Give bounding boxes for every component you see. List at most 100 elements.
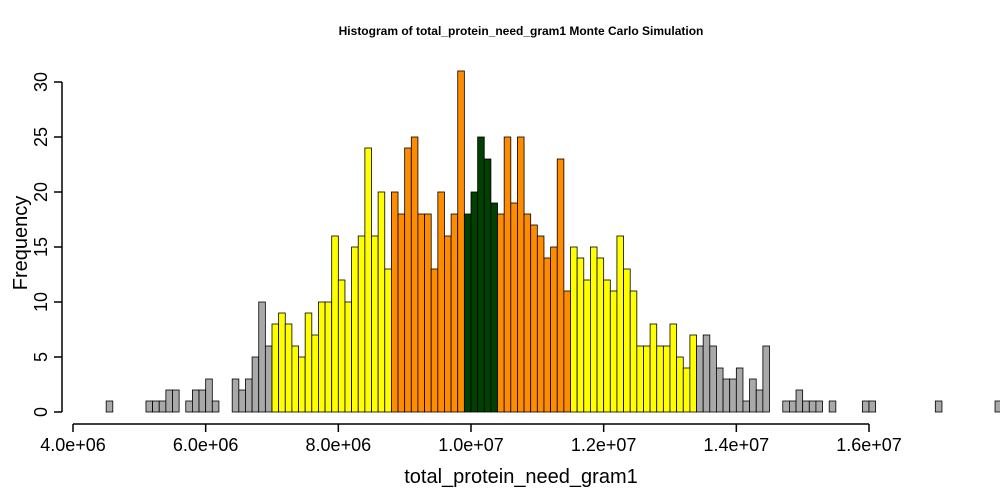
histogram-bar [245,378,253,413]
histogram-bar [749,378,757,413]
histogram-bar [231,378,240,413]
histogram-bar [191,389,200,413]
histogram-bar [861,400,870,413]
histogram-bar [716,367,724,413]
histogram-bar [397,213,406,413]
histogram-bar [278,312,286,413]
histogram-bar [344,301,353,413]
histogram-bar [689,334,697,413]
histogram-bar [629,290,638,413]
histogram-bar [364,147,372,413]
histogram-bar [609,290,618,413]
histogram-bars [105,70,1000,413]
histogram-bar [311,334,319,413]
histogram-bar [709,345,717,413]
histogram-bar [105,400,114,413]
histogram-bar [291,345,299,413]
histogram-bar [450,213,459,413]
histogram-bar [808,400,817,413]
histogram-bar [298,356,306,413]
histogram-bar [172,389,180,413]
y-tick-label: 20 [31,182,51,202]
histogram-bar [258,301,266,413]
histogram-bar [444,235,452,413]
histogram-bar [656,345,664,413]
y-tick-label: 0 [31,407,51,417]
histogram-bar [576,257,585,413]
x-tick-label: 1.0e+07 [438,435,504,455]
y-axis-label: Frequency [10,196,32,291]
histogram-bar [742,400,750,413]
histogram-bar [543,257,551,413]
histogram-bar [211,400,220,413]
y-tick-label: 25 [31,127,51,147]
histogram-bar [417,213,425,413]
x-tick-label: 6.0e+06 [173,435,239,455]
histogram-bar [304,312,313,413]
x-tick-label: 1.6e+07 [836,435,902,455]
histogram-bar [251,356,260,413]
histogram-bar [463,213,472,413]
histogram-bar [324,301,333,413]
histogram-bar [437,191,445,413]
histogram-bar [676,356,684,413]
histogram-bar [802,400,810,413]
histogram-bar [789,400,797,413]
histogram-bar [470,191,479,413]
histogram-bar [755,389,764,413]
histogram-bar [384,268,392,413]
x-tick-label: 4.0e+06 [40,435,106,455]
histogram-bar [457,70,465,413]
histogram-bar [636,345,644,413]
histogram-bar [623,268,631,413]
histogram-bar [318,301,326,413]
histogram-bar [198,389,207,413]
histogram-bar [590,246,598,413]
histogram-bar [583,279,591,413]
histogram-bar [145,400,154,413]
x-axis: 4.0e+06 6.0e+06 8.0e+06 1.0e+07 1.2e+07 1.4e+… [40,423,902,455]
x-tick-label: 1.4e+07 [704,435,770,455]
histogram-bar [510,202,518,413]
histogram-bar [603,279,611,413]
histogram-bar [517,136,525,413]
histogram-bar [570,246,578,413]
y-tick-label: 15 [31,237,51,257]
histogram-bar [271,323,280,413]
histogram-bar [371,235,379,413]
y-tick-label: 5 [31,352,51,362]
histogram-bar [550,246,558,413]
histogram-bar [404,147,412,413]
histogram-bar [662,345,671,413]
histogram-bar [523,213,532,413]
histogram-bar [410,136,419,413]
histogram-bar [729,378,737,413]
histogram-bar [483,158,492,413]
histogram-bar [152,400,160,413]
histogram-bar [530,224,538,413]
histogram-bar [596,257,605,413]
histogram-bar [828,400,837,413]
histogram-bar [238,389,246,413]
histogram-bar [490,202,498,413]
histogram-bar [994,400,1000,413]
x-tick-label: 8.0e+06 [306,435,372,455]
histogram-bar [503,136,512,413]
x-tick-label: 1.2e+07 [571,435,637,455]
histogram-bar [696,345,704,413]
y-tick-label: 10 [31,292,51,312]
histogram-bar [669,323,678,413]
histogram-bar [477,136,485,413]
histogram-bar [205,378,213,413]
histogram-bar [331,235,339,413]
histogram-bar [536,235,545,413]
chart-title: Histogram of total_protein_need_gram1 Mo… [339,24,704,38]
histogram-bar [682,367,691,413]
histogram-bar [735,367,744,413]
histogram-bar [616,235,624,413]
histogram-bar [556,158,565,413]
y-axis: 0 5 10 15 20 25 30 [31,72,63,417]
histogram-bar [284,323,293,413]
histogram-bar [702,334,711,413]
